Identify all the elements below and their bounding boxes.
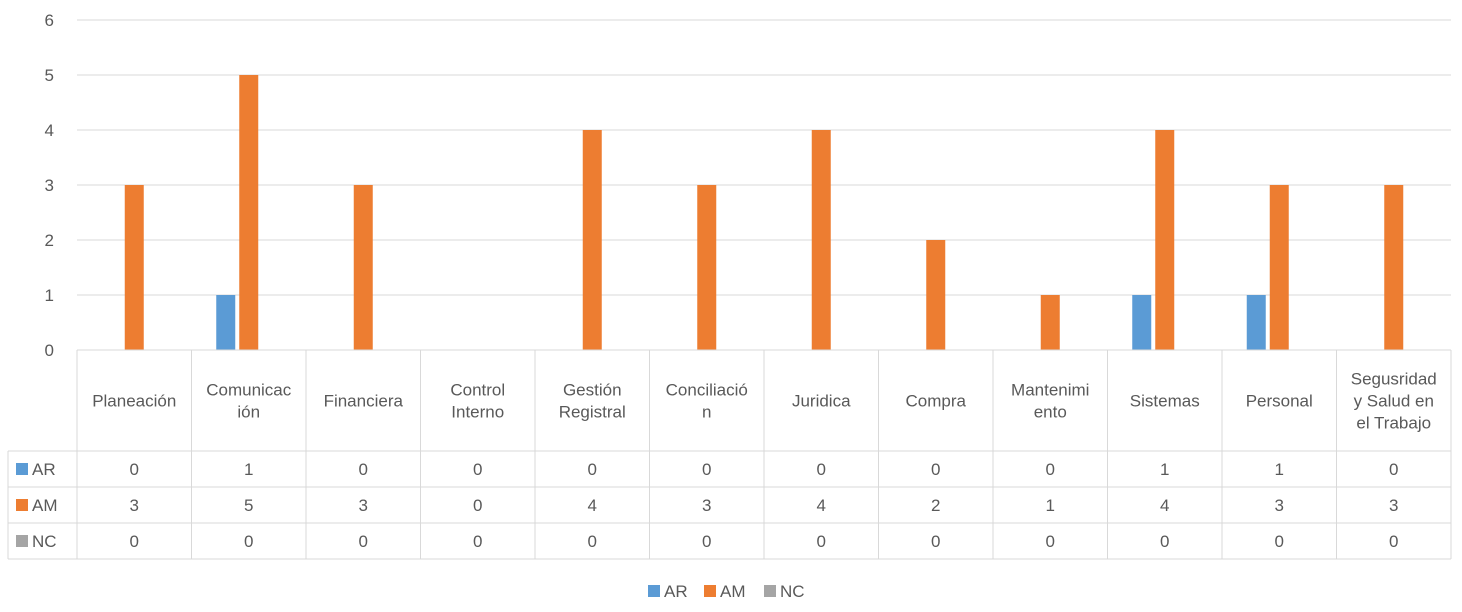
category-label: el Trabajo <box>1356 414 1431 433</box>
bar-am <box>926 240 946 350</box>
bar-ar <box>216 295 236 350</box>
legend-key-am <box>16 499 28 511</box>
data-table-value: 2 <box>931 496 940 515</box>
data-table-value: 0 <box>473 460 482 479</box>
data-table-value: 0 <box>588 532 597 551</box>
data-table-value: 0 <box>130 460 139 479</box>
bar-am <box>811 130 831 350</box>
category-label: Conciliació <box>666 381 748 400</box>
category-label: Compra <box>906 392 967 411</box>
category-label: Personal <box>1246 392 1313 411</box>
legend-key-nc <box>16 535 28 547</box>
category-label: Comunicac <box>206 381 292 400</box>
bar-am <box>124 185 144 350</box>
category-label: Control <box>450 381 505 400</box>
series-label: AM <box>32 496 58 515</box>
category-label: ión <box>237 403 260 422</box>
data-table-value: 0 <box>1275 532 1284 551</box>
bar-am <box>1269 185 1289 350</box>
bar-ar <box>1132 295 1152 350</box>
data-table-value: 0 <box>473 532 482 551</box>
category-label: Sistemas <box>1130 392 1200 411</box>
category-label: Financiera <box>324 392 404 411</box>
category-label: Registral <box>559 403 626 422</box>
y-tick-label: 0 <box>45 341 54 360</box>
category-label: n <box>702 403 711 422</box>
category-label: ento <box>1034 403 1067 422</box>
data-table-value: 0 <box>1046 460 1055 479</box>
series-label: NC <box>32 532 57 551</box>
legend-swatch-am <box>704 585 716 597</box>
y-tick-label: 3 <box>45 176 54 195</box>
data-table-value: 5 <box>244 496 253 515</box>
data-table-value: 1 <box>244 460 253 479</box>
data-table-value: 3 <box>130 496 139 515</box>
y-tick-label: 6 <box>45 11 54 30</box>
legend-swatch-nc <box>764 585 776 597</box>
category-label: y Salud en <box>1354 392 1434 411</box>
data-table-value: 0 <box>702 532 711 551</box>
data-table-value: 0 <box>1389 532 1398 551</box>
bar-am <box>353 185 373 350</box>
y-tick-label: 5 <box>45 66 54 85</box>
data-table-value: 0 <box>359 532 368 551</box>
data-table-value: 3 <box>1275 496 1284 515</box>
y-tick-label: 2 <box>45 231 54 250</box>
data-table-value: 0 <box>817 460 826 479</box>
category-label: Interno <box>451 403 504 422</box>
data-table-value: 0 <box>473 496 482 515</box>
data-table-value: 4 <box>1160 496 1169 515</box>
legend-label: NC <box>780 582 805 601</box>
data-table-value: 1 <box>1046 496 1055 515</box>
bar-ar <box>1246 295 1266 350</box>
category-label: Juridica <box>792 392 851 411</box>
data-table-value: 0 <box>817 532 826 551</box>
category-label: Segusridad <box>1351 370 1437 389</box>
data-table-value: 0 <box>1160 532 1169 551</box>
bar-am <box>1040 295 1060 350</box>
data-table-value: 3 <box>702 496 711 515</box>
legend-key-ar <box>16 463 28 475</box>
data-table-value: 0 <box>359 460 368 479</box>
bar-am <box>1155 130 1175 350</box>
y-tick-label: 1 <box>45 286 54 305</box>
data-table-value: 3 <box>1389 496 1398 515</box>
bar-am <box>582 130 602 350</box>
series-label: AR <box>32 460 56 479</box>
data-table-value: 1 <box>1275 460 1284 479</box>
data-table-value: 0 <box>588 460 597 479</box>
data-table-value: 0 <box>244 532 253 551</box>
legend-swatch-ar <box>648 585 660 597</box>
legend-label: AR <box>664 582 688 601</box>
data-table-value: 0 <box>130 532 139 551</box>
bar-am <box>697 185 717 350</box>
data-table-value: 0 <box>931 460 940 479</box>
bar-am <box>1384 185 1404 350</box>
y-tick-label: 4 <box>45 121 54 140</box>
bar-am <box>239 75 259 350</box>
data-table-value: 4 <box>817 496 826 515</box>
data-table-value: 3 <box>359 496 368 515</box>
data-table-value: 0 <box>702 460 711 479</box>
data-table-value: 1 <box>1160 460 1169 479</box>
category-label: Mantenimi <box>1011 381 1089 400</box>
legend-label: AM <box>720 582 746 601</box>
data-table-value: 4 <box>588 496 597 515</box>
data-table-value: 0 <box>1389 460 1398 479</box>
data-table-value: 0 <box>931 532 940 551</box>
category-label: Planeación <box>92 392 176 411</box>
data-table-value: 0 <box>1046 532 1055 551</box>
category-label: Gestión <box>563 381 622 400</box>
